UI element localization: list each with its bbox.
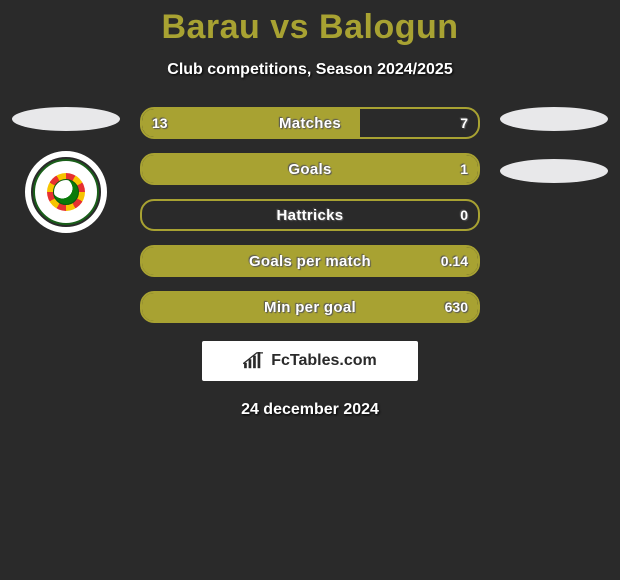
stat-row-goals: Goals 1: [140, 153, 480, 185]
content: 13 Matches 7 Goals 1 Hattricks 0 Goals p…: [0, 107, 620, 419]
stat-label: Min per goal: [142, 293, 478, 321]
page-title: Barau vs Balogun: [0, 0, 620, 47]
bar-chart-icon: [243, 352, 265, 370]
stat-right-value: 1: [460, 155, 468, 183]
stat-row-hattricks: Hattricks 0: [140, 199, 480, 231]
right-player-photo-placeholder: [500, 107, 608, 131]
page-root: Barau vs Balogun Club competitions, Seas…: [0, 0, 620, 580]
stat-right-value: 7: [460, 109, 468, 137]
stat-label: Goals: [142, 155, 478, 183]
stat-row-goals-per-match: Goals per match 0.14: [140, 245, 480, 277]
crest-ball-icon: [53, 179, 79, 205]
brand-text: FcTables.com: [271, 352, 377, 370]
stats-bars: 13 Matches 7 Goals 1 Hattricks 0 Goals p…: [140, 107, 480, 323]
left-player-photo-placeholder: [12, 107, 120, 131]
stat-right-value: 630: [445, 293, 468, 321]
stat-right-value: 0: [460, 201, 468, 229]
stat-label: Hattricks: [142, 201, 478, 229]
subtitle: Club competitions, Season 2024/2025: [0, 61, 620, 79]
left-club-crest: [25, 151, 107, 233]
date-text: 24 december 2024: [0, 401, 620, 419]
stat-label: Matches: [142, 109, 478, 137]
brand-box[interactable]: FcTables.com: [202, 341, 418, 381]
stat-right-value: 0.14: [441, 247, 468, 275]
left-player-column: [6, 107, 126, 233]
stat-label: Goals per match: [142, 247, 478, 275]
stat-row-min-per-goal: Min per goal 630: [140, 291, 480, 323]
stat-row-matches: 13 Matches 7: [140, 107, 480, 139]
right-club-crest-placeholder: [500, 159, 608, 183]
right-player-column: [494, 107, 614, 201]
